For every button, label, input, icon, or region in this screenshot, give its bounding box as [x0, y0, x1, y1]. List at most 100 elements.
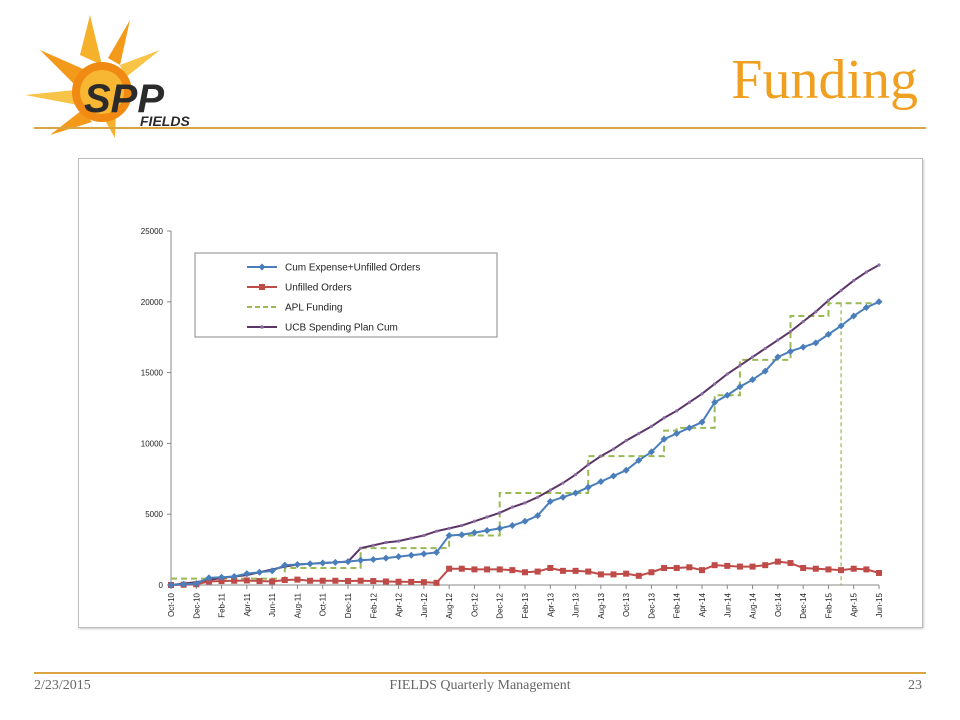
data-point-ucb-spending-plan-cum — [776, 338, 780, 342]
x-tick-label: Dec-12 — [496, 592, 505, 618]
data-point-unfilled-orders — [812, 565, 819, 572]
x-tick-label: Aug-11 — [293, 592, 302, 618]
data-point-cum-expense-unfilled-orders — [673, 429, 681, 437]
spp-fields-logo: SPP FIELDS — [25, 15, 190, 138]
data-point-ucb-spending-plan-cum — [738, 363, 742, 368]
data-point-ucb-spending-plan-cum — [826, 298, 831, 302]
data-point-ucb-spending-plan-cum — [624, 438, 628, 443]
data-point-unfilled-orders — [294, 576, 301, 583]
data-point-cum-expense-unfilled-orders — [496, 524, 504, 532]
data-point-cum-expense-unfilled-orders — [256, 568, 263, 576]
data-point-cum-expense-unfilled-orders — [572, 489, 580, 497]
data-point-ucb-spending-plan-cum — [814, 310, 818, 314]
x-tick-label: Dec-11 — [344, 592, 353, 618]
data-point-ucb-spending-plan-cum — [725, 372, 729, 376]
data-point-cum-expense-unfilled-orders — [774, 353, 782, 361]
data-point-unfilled-orders — [307, 577, 314, 584]
footer-date: 2/23/2015 — [34, 678, 91, 693]
x-tick-label: Apr-13 — [546, 592, 555, 617]
data-point-cum-expense-unfilled-orders — [192, 580, 200, 588]
x-tick-label: Oct-13 — [622, 592, 631, 617]
data-point-cum-expense-unfilled-orders — [850, 312, 858, 320]
data-point-unfilled-orders — [496, 566, 503, 573]
data-point-ucb-spending-plan-cum — [852, 278, 856, 283]
data-point-unfilled-orders — [458, 565, 465, 572]
data-point-ucb-spending-plan-cum — [561, 481, 565, 485]
x-tick-label: Jun-12 — [420, 592, 429, 617]
data-point-cum-expense-unfilled-orders — [205, 574, 213, 582]
y-tick-label: 20000 — [141, 298, 164, 307]
data-point-unfilled-orders — [218, 578, 225, 585]
data-point-unfilled-orders — [231, 577, 238, 584]
funding-chart: 0 5000 10000 15000 20000 25000 Oct-10 Dec-10 Feb… — [141, 227, 884, 619]
data-point-cum-expense-unfilled-orders — [230, 573, 238, 581]
data-point-cum-expense-unfilled-orders — [824, 330, 832, 338]
footer-rule — [34, 672, 926, 674]
x-tick-label: Jun-15 — [875, 592, 884, 617]
data-point-ucb-spending-plan-cum — [472, 519, 477, 523]
x-tick-label: Dec-10 — [192, 592, 201, 618]
data-point-unfilled-orders — [370, 578, 377, 585]
data-point-ucb-spending-plan-cum — [447, 526, 451, 530]
y-tick-label: 10000 — [141, 439, 164, 448]
logo-text-main: SPP — [84, 77, 164, 121]
data-point-unfilled-orders — [256, 578, 263, 585]
data-point-ucb-spending-plan-cum — [637, 431, 641, 436]
data-point-unfilled-orders — [635, 572, 642, 579]
x-tick-label: Oct-12 — [470, 592, 479, 617]
data-point-ucb-spending-plan-cum — [384, 540, 388, 545]
data-point-cum-expense-unfilled-orders — [799, 343, 807, 351]
data-point-cum-expense-unfilled-orders — [610, 472, 617, 480]
data-point-ucb-spending-plan-cum — [536, 495, 540, 499]
x-tick-label: Apr-15 — [850, 592, 859, 617]
data-point-cum-expense-unfilled-orders — [458, 531, 466, 539]
data-point-cum-expense-unfilled-orders — [357, 556, 365, 564]
data-point-unfilled-orders — [319, 577, 326, 584]
data-point-unfilled-orders — [597, 571, 604, 578]
data-point-cum-expense-unfilled-orders — [685, 424, 693, 432]
data-point-cum-expense-unfilled-orders — [470, 529, 478, 537]
data-point-cum-expense-unfilled-orders — [584, 483, 592, 491]
data-point-ucb-spending-plan-cum — [839, 288, 843, 293]
data-point-cum-expense-unfilled-orders — [534, 512, 542, 520]
data-point-cum-expense-unfilled-orders — [281, 561, 289, 569]
data-point-unfilled-orders — [408, 578, 415, 585]
data-point-ucb-spending-plan-cum — [687, 400, 691, 404]
data-point-unfilled-orders — [876, 569, 882, 576]
chart-legend — [194, 252, 498, 338]
data-point-cum-expense-unfilled-orders — [445, 531, 453, 539]
legend-marker-cum-expense-unfilled-orders — [258, 263, 266, 271]
data-point-cum-expense-unfilled-orders — [407, 551, 415, 559]
x-tick-label: Apr-14 — [698, 592, 707, 617]
data-point-cum-expense-unfilled-orders — [711, 398, 719, 406]
data-point-cum-expense-unfilled-orders — [698, 418, 706, 426]
x-tick-label: Feb-15 — [824, 592, 833, 618]
data-point-unfilled-orders — [610, 571, 617, 578]
data-point-unfilled-orders — [623, 570, 630, 577]
data-point-unfilled-orders — [838, 567, 845, 574]
data-point-cum-expense-unfilled-orders — [723, 391, 731, 399]
data-point-unfilled-orders — [534, 568, 541, 575]
data-point-ucb-spending-plan-cum — [396, 539, 401, 543]
legend-marker-ucb-spending-plan-cum — [260, 325, 264, 329]
data-point-ucb-spending-plan-cum — [523, 501, 527, 505]
legend-label-unfilled-orders: Unfilled Orders — [285, 283, 352, 294]
legend-marker-unfilled-orders — [259, 284, 265, 290]
data-point-ucb-spending-plan-cum — [586, 463, 590, 467]
data-point-ucb-spending-plan-cum — [498, 511, 502, 515]
header-rule — [34, 127, 926, 129]
data-point-unfilled-orders — [509, 567, 516, 574]
data-point-cum-expense-unfilled-orders — [395, 553, 403, 561]
data-point-ucb-spending-plan-cum — [675, 409, 679, 413]
data-point-ucb-spending-plan-cum — [573, 472, 578, 477]
data-point-ucb-spending-plan-cum — [599, 454, 603, 458]
data-point-unfilled-orders — [345, 578, 351, 585]
data-point-unfilled-orders — [281, 577, 288, 584]
data-point-ucb-spending-plan-cum — [359, 546, 363, 550]
data-point-ucb-spending-plan-cum — [434, 529, 439, 533]
data-point-ucb-spending-plan-cum — [713, 382, 717, 386]
data-point-unfilled-orders — [559, 567, 566, 574]
data-point-unfilled-orders — [661, 565, 668, 572]
data-point-cum-expense-unfilled-orders — [167, 581, 175, 589]
x-tick-label: Feb-13 — [521, 592, 530, 618]
